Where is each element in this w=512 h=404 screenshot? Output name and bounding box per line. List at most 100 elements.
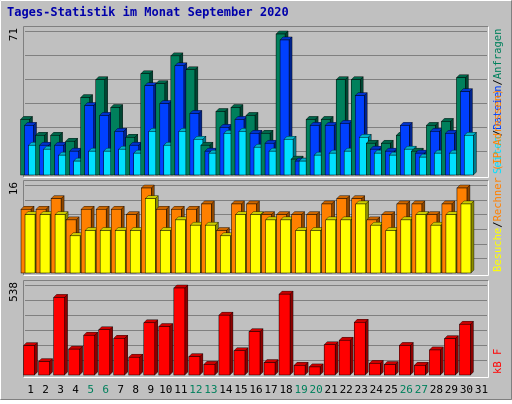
bar-front (113, 338, 125, 376)
bar-front (445, 214, 457, 274)
bar-kb-f-day-21 (323, 341, 339, 376)
bar-kb-f-day-9 (143, 319, 159, 376)
day-label-23: 23 (355, 383, 368, 396)
bar-side (470, 200, 475, 274)
day-label-6: 6 (102, 383, 109, 396)
bar-front (128, 356, 140, 376)
day-label-2: 2 (42, 383, 49, 396)
day-label-30: 30 (460, 383, 473, 396)
legend-traffic-text: kB F (492, 349, 504, 374)
visitors-panel: 16 (7, 180, 489, 276)
bar-kb-f-day-16 (248, 328, 264, 376)
bar-front (263, 362, 276, 376)
day-label-1: 1 (27, 383, 34, 396)
traffic-panel: 538 (7, 280, 489, 378)
day-label-13: 13 (204, 383, 217, 396)
day-label-12: 12 (189, 383, 202, 396)
bar-front (235, 214, 246, 274)
day-label-19: 19 (294, 383, 307, 396)
bar-side (259, 328, 264, 376)
bar-front (69, 235, 81, 274)
bar-kb-f-day-4 (68, 345, 84, 376)
bar-side (365, 318, 369, 376)
bar-front (220, 235, 231, 274)
legend-traffic: kB F (492, 349, 504, 374)
day-label-14: 14 (219, 383, 233, 396)
bar-front (160, 230, 171, 274)
day-label-21: 21 (325, 383, 338, 396)
day-label-16: 16 (249, 383, 262, 396)
axis-max-label: 538 (7, 282, 20, 302)
bar-front (39, 214, 51, 274)
bar-front (280, 219, 291, 274)
bar-front (145, 198, 156, 274)
bar-front (459, 323, 471, 376)
bar-front (355, 203, 366, 274)
bar-front (430, 224, 442, 274)
bar-front (400, 219, 412, 274)
bar-kb-f-day-6 (98, 326, 114, 376)
bar-kb-f-day-25 (383, 361, 399, 376)
bar-side (79, 345, 83, 376)
bar-front (158, 326, 171, 376)
legend-entry-kb-f: kB F (492, 349, 504, 374)
bar-side (199, 353, 204, 376)
bar-front (460, 203, 472, 274)
bar-side (334, 341, 339, 376)
bar-front (464, 135, 474, 176)
requests-panel: 71 (7, 26, 489, 178)
legend-entry-seiten: Seiten (492, 136, 504, 174)
bar-front (338, 339, 351, 376)
legend-visitors-text: Besuche/Rechner (IP-Adressen) (492, 89, 504, 272)
legend-entry-dateien: Dateien (492, 85, 504, 129)
bar-front (83, 334, 95, 376)
bar-kb-f-day-14 (218, 311, 234, 376)
bar-kb-f-day-7 (113, 334, 129, 376)
legend-visitors: Besuche/Rechner (IP-Adressen) (492, 89, 504, 272)
bar-kb-f-day-24 (368, 359, 384, 376)
day-label-7: 7 (117, 383, 124, 396)
bar-kb-f-day-22 (338, 336, 354, 376)
day-label-10: 10 (159, 383, 172, 396)
bar-front (295, 230, 306, 274)
legend-requests: Seiten/Dateien/Anfragen (492, 29, 504, 174)
bar-front (414, 365, 426, 376)
day-label-20: 20 (310, 383, 323, 396)
bar-kb-f-day-5 (83, 331, 99, 376)
bar-kb-f-day-29 (443, 335, 459, 376)
bar-front (68, 348, 80, 376)
day-label-28: 28 (430, 383, 443, 396)
bar-front (370, 224, 382, 274)
bar-front (99, 230, 111, 274)
bar-front (129, 230, 141, 274)
legend-entry-anfragen: Anfragen (492, 29, 504, 80)
bar-kb-f-day-12 (188, 353, 204, 376)
day-label-31: 31 (475, 383, 488, 396)
bar-kb-f-day-17 (263, 359, 279, 376)
day-label-24: 24 (370, 383, 384, 396)
bar-front (84, 230, 96, 274)
legend-separator: / (492, 130, 504, 136)
bar-front (385, 230, 397, 274)
bar-front (415, 214, 427, 274)
bar-front (369, 363, 381, 376)
bar-side (94, 331, 98, 376)
day-label-15: 15 (234, 383, 247, 396)
bar-front (190, 224, 201, 274)
bar-kb-f-day-10 (158, 323, 174, 376)
bar-front (53, 297, 65, 376)
chart-title: Tages-Statistik im Monat September 2020 (7, 5, 289, 19)
bar-front (293, 365, 306, 376)
bar-front (278, 293, 291, 376)
bar-kb-f-day-15 (233, 347, 249, 376)
legend-requests-text: Seiten/Dateien/Anfragen (492, 29, 504, 174)
day-label-4: 4 (72, 383, 79, 396)
bar-front (38, 361, 50, 376)
bar-kb-f-day-18 (278, 290, 294, 376)
bar-side (289, 290, 294, 376)
bar-side (139, 353, 143, 376)
bar-kb-f-day-27 (413, 361, 429, 376)
bar-side (184, 284, 189, 376)
bar-seiten-day-30 (463, 131, 477, 176)
